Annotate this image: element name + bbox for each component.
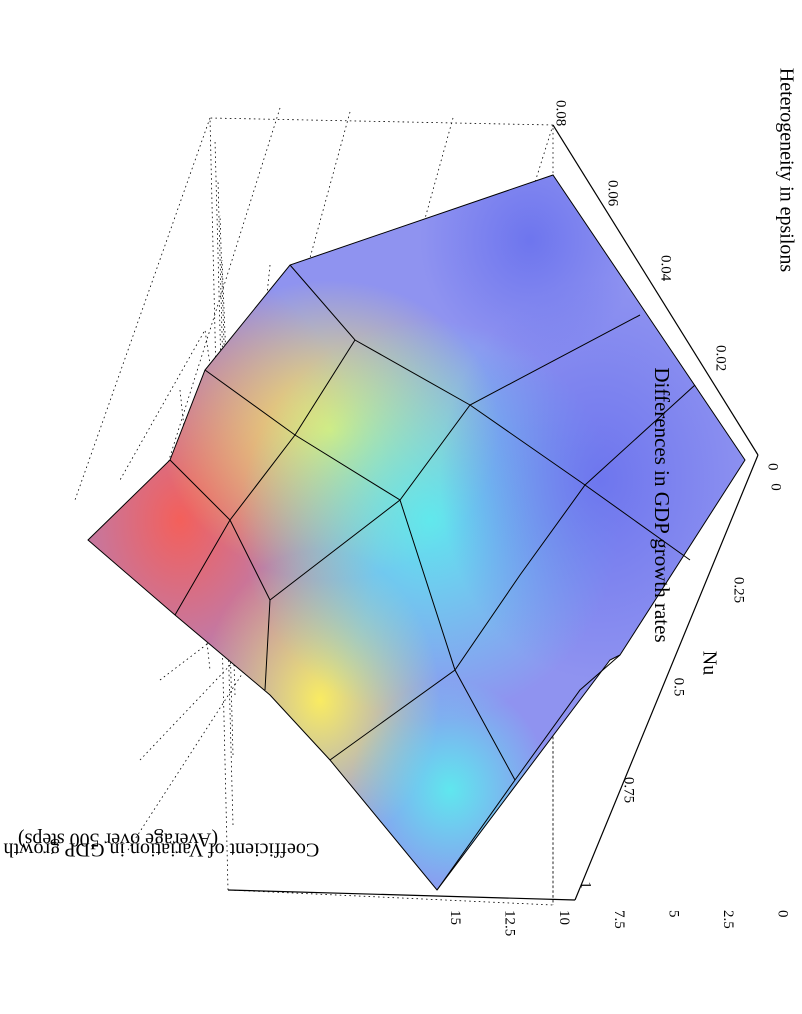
labels: Differences in GDP growth rates Heterogen… [0, 68, 797, 936]
x-tick-label: 0.02 [713, 345, 729, 371]
y-tick-label: 1 [578, 881, 594, 889]
x-tick-label: 0 [765, 463, 781, 471]
z-tick-label: 12.5 [502, 910, 518, 936]
z-axis-label-line1: Coefficient of Variation in GDP growth r… [0, 838, 319, 860]
x-axis-label: Heterogeneity in epsilons [775, 68, 797, 273]
z-tick-label: 10 [556, 910, 572, 925]
z-tick-label: 5 [665, 910, 681, 918]
y-axis-label: Nu [698, 651, 720, 675]
z-tick-label: 0 [775, 910, 791, 918]
z-axis-label-line2: (Average over 500 steps) [18, 828, 218, 850]
surface [87, 174, 746, 891]
y-tick-label: 0.75 [621, 777, 637, 803]
x-tick-label: 0.04 [658, 255, 674, 282]
y-tick-label: 0 [768, 483, 784, 491]
chart-title: Differences in GDP growth rates [650, 367, 674, 642]
y-tick-label: 0.5 [671, 678, 687, 697]
z-tick-label: 7.5 [611, 910, 627, 929]
axes [227, 124, 759, 901]
y-tick-label: 0.25 [731, 577, 747, 603]
x-tick-label: 0.06 [605, 180, 621, 207]
x-tick-label: 0.08 [553, 100, 569, 126]
z-tick-label: 2.5 [720, 910, 736, 929]
z-tick-label: 15 [447, 910, 463, 925]
